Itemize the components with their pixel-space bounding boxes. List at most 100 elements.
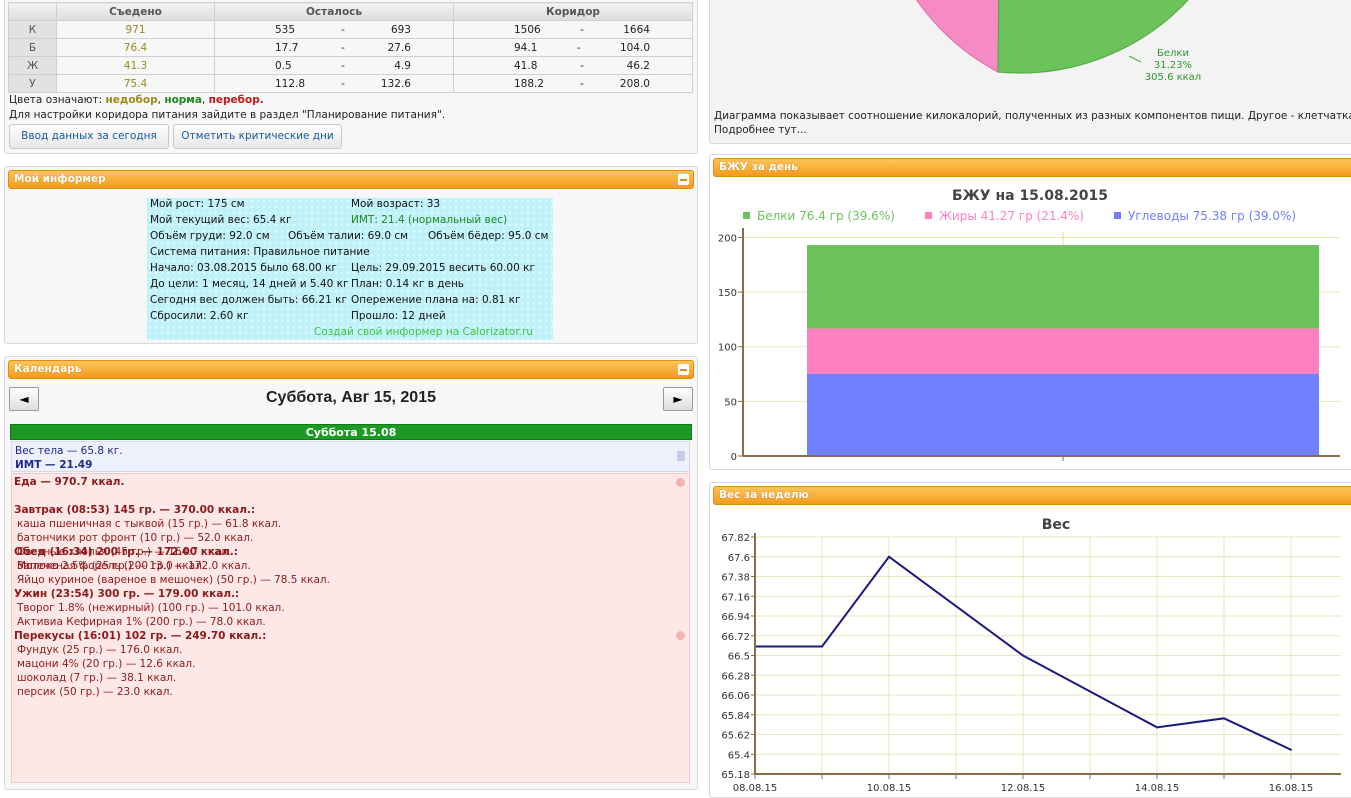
informer-plan: План: 0.14 кг в день	[351, 278, 464, 290]
y-tick-label: 67.16	[721, 592, 750, 603]
calorie-pie-chart	[915, 0, 1189, 74]
informer-lost: Сбросили: 2.60 кг	[150, 310, 249, 322]
y-tick-label: 67.38	[721, 573, 750, 584]
corridor-from: 1506	[514, 23, 541, 36]
empty-header	[8, 2, 57, 21]
informer-header[interactable]: Мой информер	[8, 170, 694, 189]
food-item: шоколад (7 гр.) — 38.1 ккал.	[17, 672, 177, 684]
informer-title: Мой информер	[14, 173, 106, 185]
dash: -	[580, 59, 584, 72]
corridor-from: 188.2	[514, 77, 545, 90]
chart-title: БЖУ на 15.08.2015	[952, 188, 1108, 204]
corridor-header: Коридор	[453, 2, 693, 21]
informer-waist: Объём талии: 69.0 см	[288, 230, 409, 242]
dinner-header: Ужин (23:54) 300 гр. — 179.00 ккал.:	[14, 588, 240, 600]
corridor-from: 41.8	[514, 59, 538, 72]
informer-start: Начало: 03.08.2015 было 68.00 кг	[150, 262, 337, 274]
weight-entry[interactable]: Вес тела — 65.8 кг. ИМТ — 21.49	[11, 441, 690, 472]
legend-label: Белки 76.4 гр (39.6%)	[757, 209, 895, 223]
calendar-title: Календарь	[14, 363, 82, 375]
bju-header[interactable]: БЖУ за день	[713, 158, 1351, 177]
food-item: персик (50 гр.) — 23.0 ккал.	[17, 686, 173, 698]
left-to: 27.6	[387, 41, 411, 54]
snacks-header: Перекусы (16:01) 102 гр. — 249.70 ккал.:	[14, 630, 267, 642]
informer-widget[interactable]: Мой рост: 175 см Мой возраст: 33 Мой тек…	[147, 198, 553, 340]
informer-to-goal: До цели: 1 месяц, 14 дней и 5.40 кг	[150, 278, 349, 290]
left-range: 17.7 - 27.6	[214, 38, 454, 57]
bju-title: БЖУ за день	[719, 161, 798, 173]
dash: -	[580, 77, 584, 90]
food-item: Активиа Кефирная 1% (200 гр.) — 78.0 кка…	[17, 616, 266, 628]
eaten-value: 76.4	[56, 38, 215, 57]
pie-label-line	[1128, 55, 1142, 63]
legend-prefix: Цвета означают:	[9, 94, 103, 106]
minimize-icon[interactable]	[678, 174, 689, 185]
y-tick-label: 66.94	[721, 612, 750, 623]
dash: -	[341, 41, 345, 54]
calendar-date: Суббота, Авг 15, 2015	[266, 389, 436, 406]
data-point	[1223, 717, 1225, 720]
y-tick-label: 66.06	[721, 691, 750, 702]
left-from: 535	[275, 23, 296, 36]
weight-panel: Вес за неделю	[709, 482, 1351, 798]
pie-more-link[interactable]: Подробнее тут...	[714, 124, 807, 136]
informer-hips: Объём бёдер: 95.0 см	[428, 230, 549, 242]
row-label: Б	[8, 38, 57, 57]
informer-height: Мой рост: 175 см	[150, 198, 245, 210]
food-item: Фундук (25 гр.) — 176.0 ккал.	[17, 644, 183, 656]
y-tick-label: 66.28	[721, 671, 750, 682]
legend-marker	[1114, 212, 1121, 219]
y-tick-label: 67.82	[721, 533, 750, 544]
day-header[interactable]: Суббота 15.08	[10, 424, 692, 440]
weight-chart: Вес 67.82 67.6 67.38 67.16 66.94 66.72 66.5 66.2…	[721, 517, 1341, 794]
corridor-note: Для настройки коридора питания зайдите в…	[9, 109, 446, 121]
pie-note: Диаграмма показывает соотношение килокал…	[714, 110, 1351, 122]
dash: -	[576, 41, 581, 54]
corridor-to: 1664	[623, 23, 650, 36]
data-point	[1290, 748, 1292, 751]
food-item: Творог 1.8% (нежирный) (100 гр.) — 101.0…	[17, 602, 285, 614]
apple-icon[interactable]	[676, 631, 685, 640]
bar-segment	[807, 328, 1319, 374]
pie-slice-fats	[915, 0, 1000, 73]
informer-age: Мой возраст: 33	[351, 198, 441, 210]
chart-title: Вес	[1042, 517, 1070, 533]
eaten-value: 971	[56, 20, 215, 39]
y-tick-label: 65.84	[721, 711, 750, 722]
y-tick-label: 50	[724, 397, 737, 408]
bju-chart: БЖУ на 15.08.2015 Белки 76.4 гр (39.6%) Жи…	[718, 188, 1340, 463]
informer-passed: Прошло: 12 дней	[351, 310, 446, 322]
legend-label: Жиры 41.27 гр (21.4%)	[939, 209, 1084, 223]
legend-under: недобор	[105, 94, 158, 106]
enter-today-data-button[interactable]: Ввод данных за сегодня	[9, 124, 169, 149]
prev-day-button[interactable]: ◄	[9, 387, 39, 411]
informer-create-link[interactable]: Создай свой информер на Calorizator.ru	[314, 326, 534, 338]
food-total: Еда — 970.7 ккал.	[14, 476, 125, 488]
corridor-to: 104.0	[619, 41, 650, 54]
next-day-button[interactable]: ►	[663, 387, 693, 411]
corridor-to: 208.0	[619, 77, 650, 90]
data-point	[1156, 726, 1158, 729]
x-tick-label: 10.08.15	[867, 783, 912, 794]
legend-over: перебор.	[208, 94, 264, 106]
summary-row: Ж 41.3 0.5 - 4.9 41.8 - 46.2	[8, 56, 693, 75]
row-label: У	[8, 74, 57, 93]
apple-icon[interactable]	[676, 478, 685, 487]
food-item: батончики рот фронт (10 гр.) — 52.0 ккал…	[17, 532, 254, 544]
corridor-range: 1506 - 1664	[453, 20, 693, 39]
y-tick-label: 65.62	[721, 731, 750, 742]
corridor-range: 94.1 - 104.0	[453, 38, 693, 57]
left-range: 112.8 - 132.6	[214, 74, 454, 93]
food-item: Овсяные хлопья (45 гр.) — 164.7 ккал.	[17, 546, 231, 558]
trash-icon[interactable]	[677, 451, 685, 461]
mark-critical-days-button[interactable]: Отметить критические дни	[173, 124, 342, 149]
bar-segment	[807, 373, 1319, 456]
nutrition-summary-table: Съедено Осталось Коридор К 971 535 - 693 1506…	[8, 2, 693, 93]
weight-header[interactable]: Вес за неделю	[713, 486, 1351, 505]
minimize-icon[interactable]	[678, 364, 689, 375]
calendar-header[interactable]: Календарь	[8, 360, 694, 379]
food-entry[interactable]: Еда — 970.7 ккал. Завтрак (08:53) 145 гр…	[11, 473, 690, 783]
y-tick-label: 200	[718, 233, 737, 244]
informer-ahead: Опережение плана на: 0.81 кг	[351, 294, 521, 306]
eaten-value: 41.3	[56, 56, 215, 75]
